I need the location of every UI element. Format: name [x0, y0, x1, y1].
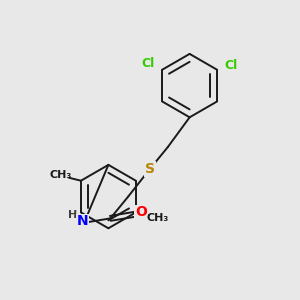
Text: S: S: [145, 162, 155, 176]
Text: Cl: Cl: [224, 59, 238, 72]
Text: O: O: [135, 206, 147, 219]
Text: H: H: [68, 210, 77, 220]
Text: Cl: Cl: [142, 57, 155, 70]
Text: CH₃: CH₃: [146, 213, 169, 224]
Text: N: N: [77, 214, 88, 228]
Text: CH₃: CH₃: [50, 170, 72, 180]
